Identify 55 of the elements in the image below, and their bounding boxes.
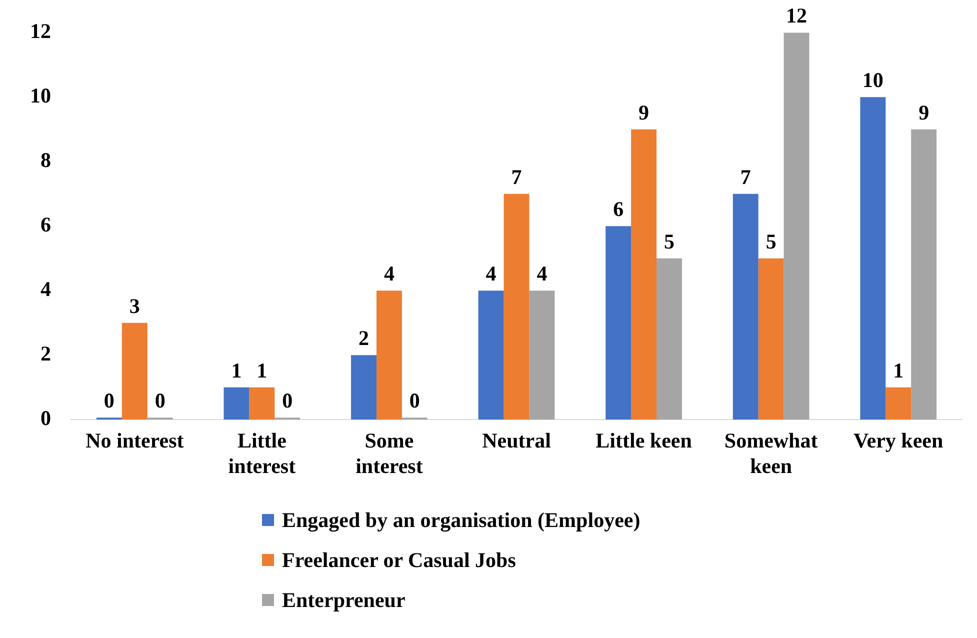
bar	[478, 290, 504, 420]
y-tick-label: 10	[30, 84, 51, 108]
x-tick-label: Neutral	[482, 428, 552, 453]
x-tick-label: Little interest	[228, 428, 296, 478]
bar	[631, 129, 657, 420]
x-tick-label: No interest	[86, 428, 184, 453]
y-tick-label: 2	[40, 342, 51, 366]
data-label: 5	[664, 229, 674, 254]
x-tick-label: Somewhat keen	[724, 428, 818, 478]
bar	[656, 258, 682, 420]
data-label: 10	[862, 68, 884, 92]
bar	[224, 387, 250, 420]
data-label: 0	[282, 388, 293, 413]
bar	[860, 97, 886, 420]
y-tick-label: 12	[30, 19, 51, 44]
data-label: 1	[256, 358, 268, 382]
x-tick-label: Very keen	[854, 428, 944, 453]
bar	[249, 387, 275, 420]
y-tick-label: 4	[40, 277, 52, 302]
legend-label: Engaged by an organisation (Employee)	[282, 508, 640, 532]
data-label: 4	[486, 262, 497, 286]
data-label: 1	[231, 358, 242, 382]
bar	[122, 322, 148, 420]
y-tick-label: 6	[40, 212, 51, 237]
data-label: 4	[536, 262, 548, 286]
legend-label: Freelancer or Casual Jobs	[282, 548, 516, 572]
bar	[758, 258, 784, 420]
data-label: 7	[740, 164, 751, 189]
data-label: 4	[384, 262, 395, 286]
bar	[504, 194, 530, 420]
x-tick-label: Little keen	[596, 428, 692, 453]
bar	[886, 387, 912, 420]
data-label: 6	[613, 197, 624, 222]
data-label: 9	[638, 100, 650, 124]
data-label: 0	[154, 388, 166, 413]
data-label: 12	[786, 4, 808, 28]
data-label: 0	[409, 388, 420, 413]
bar	[606, 226, 632, 420]
bar	[732, 194, 758, 420]
bar	[529, 290, 555, 420]
data-label: 7	[511, 164, 522, 189]
bar	[351, 355, 376, 420]
x-tick-label: Some interest	[356, 428, 423, 478]
y-tick-label: 0	[40, 406, 51, 430]
bar	[911, 129, 937, 420]
data-label: 5	[766, 229, 776, 254]
bar	[784, 32, 810, 420]
data-label: 3	[129, 294, 140, 318]
data-label: 2	[358, 326, 370, 350]
data-label: 1	[893, 358, 904, 382]
legend-label: Enterpreneur	[282, 588, 406, 612]
data-label: 9	[918, 100, 930, 124]
bar	[376, 290, 402, 420]
y-tick-label: 8	[40, 148, 51, 172]
data-label: 0	[104, 388, 114, 413]
